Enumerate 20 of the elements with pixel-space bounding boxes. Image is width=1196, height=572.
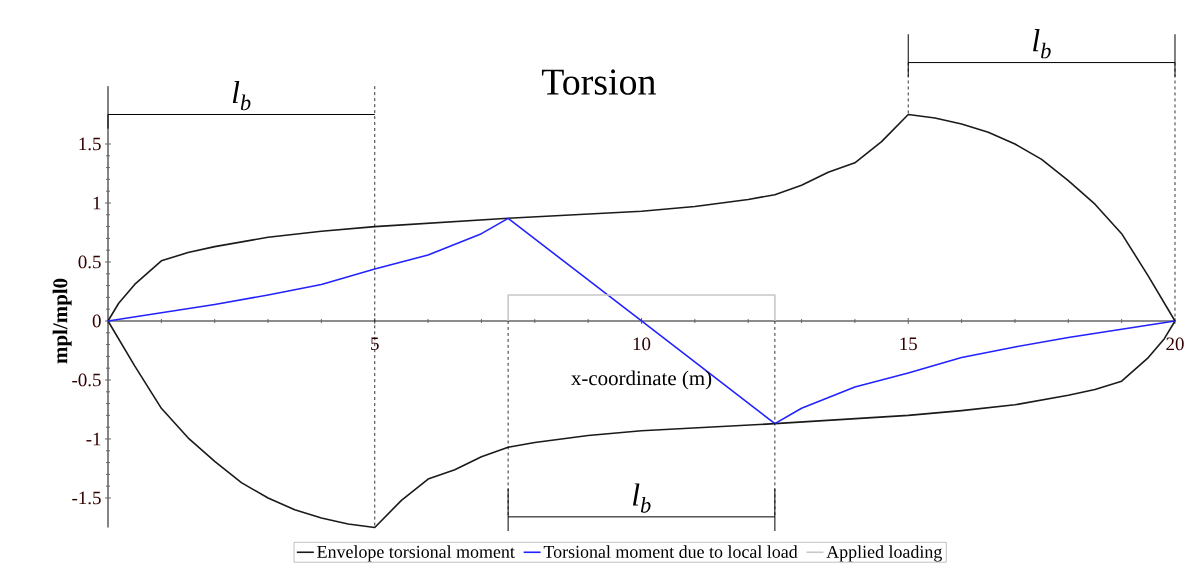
- y-tick-label: 1: [93, 196, 101, 210]
- x-tick-label: 15: [900, 337, 917, 351]
- legend-label: Envelope torsional moment: [317, 545, 515, 562]
- x-tick-label: 20: [1166, 337, 1184, 351]
- text: l$_{b}$: [232, 81, 251, 111]
- x-axis-title: x-coordinate (m): [571, 370, 712, 390]
- y-tick-label: -1.5: [72, 491, 101, 505]
- y-axis-title: mpl/mpl0: [52, 278, 72, 364]
- y-tick-label: 1.5: [79, 137, 101, 151]
- legend-label: Torsional moment due to local load: [543, 545, 798, 558]
- y-tick-label: 0: [92, 314, 101, 328]
- chart-title: Torsion: [541, 69, 656, 95]
- text: l$_{b}$: [1033, 29, 1051, 59]
- y-tick-label: 0.5: [78, 255, 101, 269]
- y-tick-label: -0.5: [72, 373, 101, 387]
- annotation: l$_{b}$: [632, 483, 651, 513]
- y-tick-label: -1: [86, 432, 101, 446]
- x-tick-label: 5: [371, 337, 379, 351]
- x-tick-label: 10: [633, 337, 651, 351]
- legend-label: Applied loading: [826, 545, 942, 562]
